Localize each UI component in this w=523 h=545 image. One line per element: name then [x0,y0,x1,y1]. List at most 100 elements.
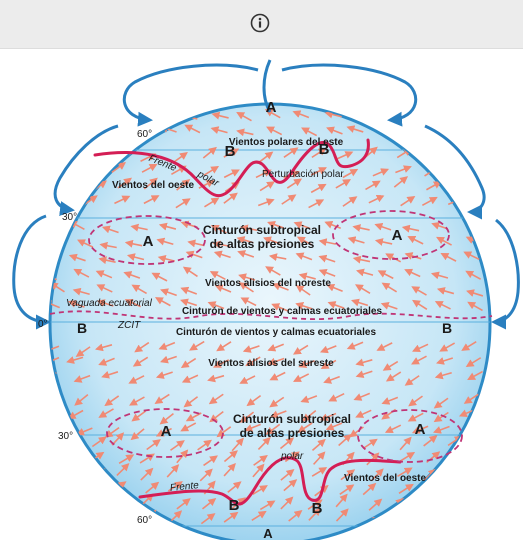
pressure-labels: A B B A A B B A A B B A [77,99,452,541]
wind-arrow [401,224,420,233]
wind-arrow [295,302,313,310]
wind-arrow [463,393,479,404]
wind-arrow [124,239,143,248]
wind-arrow [131,410,147,422]
wind-arrow [176,178,191,191]
wind-arrow [379,110,397,119]
wind-arrow [412,299,428,310]
wind-arrow [114,195,131,205]
pressure-b-north-1: B [225,143,236,160]
wind-arrow [411,425,429,434]
label-polar-easterlies: Vientos polares del este [229,137,344,148]
wind-arrow [267,220,284,229]
wind-arrow [131,284,147,295]
wind-arrow [319,345,337,354]
wind-arrow [143,195,160,205]
wind-arrow [324,221,341,230]
wind-arrow [335,179,352,189]
wind-arrow [288,509,303,522]
wind-arrow [118,454,135,465]
wind-arrow [184,124,201,134]
wind-arrow [95,270,113,279]
polar-cell-center-arrow [262,59,272,113]
wind-arrow [377,270,394,280]
wind-arrow [182,266,198,278]
wind-arrow [76,427,93,436]
wind-arrow [466,289,484,297]
wind-arrow [355,358,373,367]
wind-arrow [385,371,402,382]
wind-arrow [117,177,133,189]
wind-arrow [111,161,127,174]
wind-arrow [439,342,456,352]
wind-arrow [123,271,141,279]
wind-arrow [370,468,384,482]
wind-arrow [295,284,311,296]
wind-arrow [374,238,393,246]
wind-arrow [50,124,62,134]
wind-arrow [404,268,421,278]
wind-arrow [98,408,114,418]
wind-arrow [434,371,452,380]
wind-arrow [239,411,255,423]
pressure-a-south-left: A [161,423,172,440]
wind-arrow [433,397,449,409]
wind-arrow [368,498,383,511]
wind-arrow [180,286,198,295]
wind-arrow [467,301,483,312]
label-polar-disturbance: Perturbación polar [262,169,344,180]
wind-arrow [223,450,238,463]
wind-arrow [342,196,358,207]
wind-arrow [352,255,371,264]
wind-arrow [336,151,354,160]
wind-arrow [99,241,117,250]
wind-arrow [292,110,310,119]
wind-arrow [311,147,327,159]
hadley-cell-right-arrow [491,218,520,330]
wind-arrow [436,287,455,295]
wind-arrow [130,223,148,232]
wind-arrow [50,412,61,421]
wind-arrow [223,511,239,523]
wind-arrow [207,301,225,310]
wind-arrow [146,439,161,451]
wind-arrow [421,196,438,207]
wind-arrow [381,396,399,405]
wind-arrow [346,125,364,133]
wind-arrow [349,426,364,438]
wind-arrow [55,477,68,492]
wind-arrow [283,147,299,158]
wind-arrow [90,468,106,480]
wind-arrow [50,223,62,232]
pressure-b-eq-left: B [77,320,87,336]
wind-arrow [426,495,439,510]
wind-arrow [207,374,225,383]
wind-arrow [384,424,402,433]
wind-arrow [408,395,423,407]
wind-arrow [272,282,289,291]
wind-arrow [398,483,414,494]
wind-arrow [140,467,154,481]
wind-arrow [455,178,471,189]
pressure-a-south-right: A [415,421,426,438]
wind-arrow [98,256,116,265]
wind-arrow [198,180,215,189]
wind-arrow [160,355,177,364]
wind-arrow [141,163,158,173]
wind-arrow [295,252,313,261]
wind-arrow [293,221,311,230]
wind-arrow [446,152,463,163]
wind-arrow [98,357,115,366]
wind-arrow [246,395,262,407]
wind-arrow [57,447,70,462]
lat-label-s30: 30° [58,431,73,442]
wind-arrow [318,268,336,277]
info-button[interactable] [250,13,270,33]
wind-arrow [157,108,174,117]
polar-cell-left-arrow [122,63,259,127]
label-se-trades: Vientos alisios del sureste [208,358,334,369]
wind-arrow [326,126,343,135]
wind-arrow [240,297,257,307]
wind-arrow [208,393,224,405]
wind-arrow [450,453,465,466]
